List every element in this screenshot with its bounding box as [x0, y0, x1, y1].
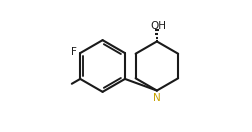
Text: OH: OH: [150, 21, 166, 31]
Text: N: N: [152, 93, 160, 103]
Text: F: F: [71, 47, 77, 57]
